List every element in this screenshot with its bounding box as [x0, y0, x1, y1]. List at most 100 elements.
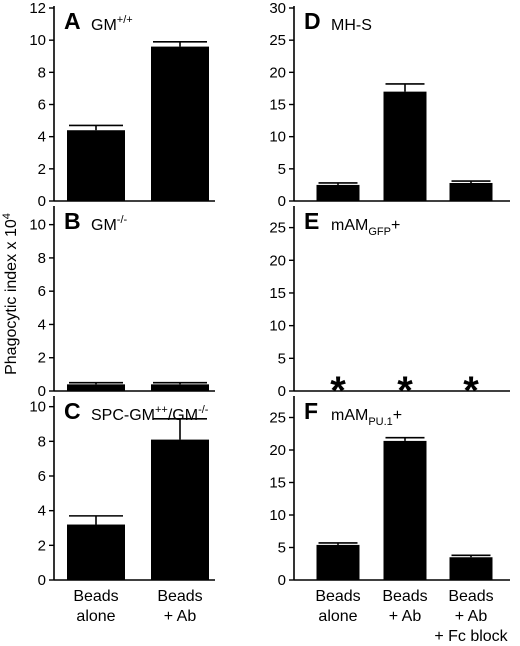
- panel-d-letter: D: [304, 8, 321, 34]
- panel-c-y-tick-label: 6: [38, 468, 46, 485]
- panel-e-y-tick-label: 15: [269, 285, 286, 302]
- panel-f-title-main: mAM: [331, 407, 368, 424]
- panel-e-asterisk-marker: *: [397, 369, 413, 413]
- panel-a-y-tick-label: 10: [29, 32, 46, 49]
- panel-e: 0 5 10 15 20 25 * * * E mAMGFP+: [269, 206, 510, 413]
- panel-f-category-label-line: Beads: [448, 588, 493, 605]
- panel-f-bar: [316, 544, 360, 580]
- panel-f-bar: [449, 557, 493, 580]
- panel-b-y-tick-label: 8: [38, 250, 46, 267]
- panel-d-y-tick-label: 30: [269, 0, 286, 17]
- panel-f-title-subscript: PU.1: [368, 416, 392, 428]
- panel-f-category-label: Beads alone: [315, 588, 360, 625]
- panel-c-y-tick-label: 2: [38, 537, 46, 554]
- panel-c-title-tail: /GM: [168, 407, 198, 424]
- panel-e-title: mAMGFP+: [331, 217, 400, 238]
- panel-f-title: mAMPU.1+: [331, 407, 402, 428]
- panel-c-category-label: Beads alone: [73, 588, 118, 625]
- panel-f-y-tick-label: 10: [269, 507, 286, 524]
- y-axis-label-superscript: 4: [1, 213, 13, 219]
- panel-e-title-tail: +: [391, 217, 400, 234]
- panel-f-title-tail: +: [393, 407, 402, 424]
- panel-d-bar: [449, 182, 493, 201]
- panel-f-category-label: Beads + Ab: [382, 588, 427, 625]
- panel-b-y-tick-label: 6: [38, 283, 46, 300]
- panel-a-y-tick-label: 4: [38, 129, 46, 146]
- panel-b: 0 2 4 6 8 10 B GM-/-: [29, 206, 215, 400]
- panel-d-bar: [316, 184, 360, 201]
- panel-c-y-tick-label: 8: [38, 433, 46, 450]
- panel-f-category-label-line: Beads: [382, 588, 427, 605]
- panel-e-y-tick-label: 10: [269, 318, 286, 335]
- panel-a-title-superscript: +/+: [117, 14, 133, 26]
- panel-b-title-main: GM: [91, 217, 117, 234]
- panel-a-y-tick-label: 6: [38, 97, 46, 114]
- panel-b-title: GM-/-: [91, 214, 128, 234]
- panel-e-y-tick-label: 20: [269, 252, 286, 269]
- panel-a: 0 2 4 6 8 10 12 A GM+/+: [29, 0, 215, 210]
- panel-b-bar: [67, 384, 125, 391]
- panel-b-bar: [151, 384, 209, 391]
- panel-c-category-label-line: Beads: [157, 588, 202, 605]
- panel-e-y-tick-label: 25: [269, 220, 286, 237]
- panel-d-bar: [383, 91, 427, 201]
- panel-a-title-main: GM: [91, 17, 117, 34]
- panel-f-y-tick-label: 5: [278, 540, 286, 557]
- panel-e-title-main: mAM: [331, 217, 368, 234]
- panel-b-y-tick-label: 0: [38, 383, 46, 400]
- y-axis-label-text: Phagocytic index x 10: [3, 219, 20, 375]
- panel-c-y-tick-label: 0: [38, 572, 46, 589]
- panel-c-y-tick-label: 4: [38, 503, 46, 520]
- panel-c-category-label-line: + Ab: [164, 608, 197, 625]
- panel-b-title-superscript: -/-: [117, 214, 128, 226]
- panel-c-title: SPC-GM++/GM-/-: [91, 404, 209, 424]
- panel-d-title: MH-S: [331, 17, 372, 34]
- panel-c: 0 2 4 6 8 10 C SPC-GM++/GM-/- Beads alone Beads + A…: [29, 396, 215, 625]
- panel-c-title-tail-superscript: -/-: [198, 404, 209, 416]
- panel-d-y-tick-label: 5: [278, 161, 286, 178]
- panel-c-category-label-line: alone: [76, 608, 115, 625]
- panel-a-title: GM+/+: [91, 14, 133, 34]
- panel-f-y-tick-label: 20: [269, 442, 286, 459]
- panel-f-category-label-line: Beads: [315, 588, 360, 605]
- panel-b-letter: B: [64, 208, 81, 234]
- panel-c-bar: [151, 439, 209, 580]
- panel-a-bar: [67, 130, 125, 201]
- panel-c-title-main: SPC-GM: [91, 407, 155, 424]
- panel-e-asterisk-marker: *: [330, 369, 346, 413]
- panel-a-y-tick-label: 8: [38, 64, 46, 81]
- panel-a-y-tick-label: 2: [38, 161, 46, 178]
- panel-f-y-tick-label: 0: [278, 572, 286, 589]
- panel-d-y-tick-label: 0: [278, 193, 286, 210]
- panel-c-category-label-line: Beads: [73, 588, 118, 605]
- panel-d: 0 5 10 15 20 25 30 D MH-S: [269, 0, 510, 210]
- panel-c-title-superscript: ++: [155, 404, 168, 416]
- panel-c-category-label: Beads + Ab: [157, 588, 202, 625]
- panel-f-category-label-line: + Fc block: [434, 628, 508, 645]
- panel-e-y-tick-label: 5: [278, 350, 286, 367]
- panel-a-letter: A: [64, 8, 81, 34]
- panel-e-y-tick-label: 0: [278, 383, 286, 400]
- panel-d-y-tick-label: 10: [269, 129, 286, 146]
- panel-b-y-tick-label: 2: [38, 350, 46, 367]
- panel-f-category-label-line: alone: [318, 608, 357, 625]
- panel-f-category-label: Beads + Ab + Fc block: [434, 588, 508, 645]
- panel-e-letter: E: [304, 208, 319, 234]
- panel-f-y-tick-label: 25: [269, 410, 286, 427]
- panel-e-title-subscript: GFP: [368, 226, 391, 238]
- panel-e-asterisk-marker: *: [463, 369, 479, 413]
- panel-c-bar: [67, 524, 125, 580]
- panel-d-y-tick-label: 15: [269, 97, 286, 114]
- panel-f-category-label-line: + Ab: [455, 608, 488, 625]
- panel-a-bar: [151, 46, 209, 201]
- panel-a-y-tick-label: 0: [38, 193, 46, 210]
- panel-f-letter: F: [304, 398, 318, 424]
- panel-b-y-tick-label: 4: [38, 316, 46, 333]
- panel-c-y-tick-label: 10: [29, 399, 46, 416]
- panel-d-y-tick-label: 20: [269, 64, 286, 81]
- panel-d-y-tick-label: 25: [269, 32, 286, 49]
- panel-d-title-main: MH-S: [331, 17, 372, 34]
